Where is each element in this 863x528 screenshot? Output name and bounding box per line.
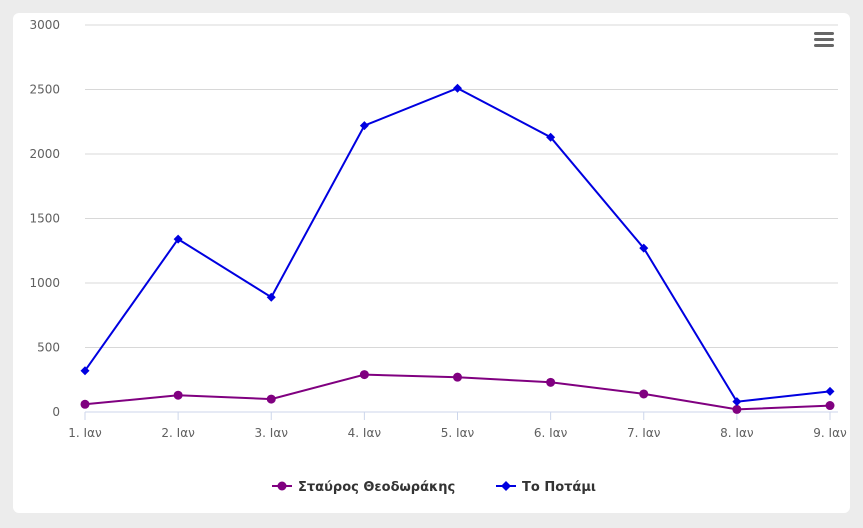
y-tick-label: 2500 [29,83,60,97]
legend: Σταύρος Θεοδωράκης Το Ποτάμι [272,480,596,495]
y-tick-label: 1500 [29,212,60,226]
y-tick-label: 1000 [29,276,60,290]
data-point[interactable] [80,366,90,376]
data-point[interactable] [546,132,556,142]
data-point[interactable] [266,292,276,302]
hamburger-menu-icon[interactable] [814,32,834,47]
x-tick-label: 9. Ιαν [813,426,847,440]
data-point[interactable] [173,390,183,400]
data-point[interactable] [732,404,742,414]
chart-container [13,13,850,513]
x-tick-label: 6. Ιαν [534,426,568,440]
y-tick-label: 500 [37,341,60,355]
data-point[interactable] [546,377,556,387]
plot-area [80,83,835,414]
y-axis: 0 500 1000 1500 2000 2500 3000 [29,18,60,419]
x-tick-label: 5. Ιαν [441,426,475,440]
legend-label-series-1: Σταύρος Θεοδωράκης [298,480,455,495]
legend-item-series-2[interactable]: Το Ποτάμι [496,480,596,495]
data-point[interactable] [453,372,462,382]
data-point[interactable] [359,370,369,380]
data-point[interactable] [266,394,276,404]
data-point[interactable] [453,83,462,93]
data-point[interactable] [639,389,649,399]
legend-item-series-1[interactable]: Σταύρος Θεοδωράκης [272,480,455,495]
y-tick-label: 0 [52,405,60,419]
x-tick-label: 2. Ιαν [161,426,195,440]
legend-label-series-2: Το Ποτάμι [522,480,596,495]
y-tick-label: 2000 [29,147,60,161]
data-point[interactable] [359,121,369,131]
x-tick-label: 1. Ιαν [68,426,102,440]
x-tick-label: 7. Ιαν [627,426,661,440]
data-point[interactable] [80,399,90,409]
x-tick-label: 8. Ιαν [720,426,754,440]
data-point[interactable] [825,401,835,411]
series-line-2 [84,87,831,403]
x-axis: 1. Ιαν 2. Ιαν 3. Ιαν 4. Ιαν 5. Ιαν 6. Ιαν 7. Ι… [68,412,847,440]
data-point[interactable] [732,397,742,407]
data-point[interactable] [173,234,183,244]
y-tick-label: 3000 [29,18,60,32]
x-tick-label: 3. Ιαν [255,426,289,440]
grid-lines [85,24,838,413]
data-point[interactable] [639,243,649,253]
x-tick-label: 4. Ιαν [348,426,382,440]
data-point[interactable] [825,386,835,396]
